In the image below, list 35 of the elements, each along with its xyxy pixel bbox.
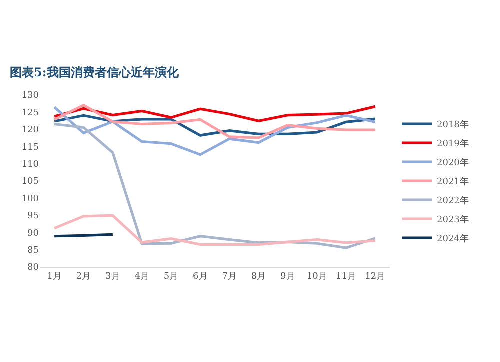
legend-label: 2020年 — [437, 158, 469, 169]
legend-label: 2021年 — [437, 176, 469, 188]
legend-label: 2023年 — [437, 214, 469, 226]
x-tick-label: 9月 — [280, 272, 296, 282]
y-tick-label: 90 — [28, 228, 40, 239]
line-series — [53, 104, 377, 140]
y-tick-label: 95 — [28, 212, 40, 222]
x-tick-label: 10月 — [306, 272, 328, 282]
x-tick-label: 5月 — [164, 272, 179, 282]
x-tick-label: 4月 — [134, 272, 150, 282]
y-tick-label: 100 — [22, 194, 40, 204]
y-tick-label: 85 — [28, 246, 40, 256]
x-tick-label: 1月 — [47, 272, 62, 282]
line-series — [53, 214, 377, 246]
x-tick-label: 12月 — [365, 272, 386, 282]
x-tick-label: 11月 — [336, 272, 356, 282]
y-tick-label: 110 — [22, 160, 40, 170]
x-tick-label: 3月 — [106, 272, 120, 282]
line-series — [53, 106, 377, 156]
legend-label: 2018年 — [437, 120, 469, 131]
y-tick-label: 105 — [22, 177, 40, 188]
x-tick-label: 7月 — [222, 272, 237, 282]
y-tick-label: 115 — [22, 142, 40, 153]
legend-label: 2022年 — [437, 196, 469, 207]
line-series — [53, 105, 377, 122]
x-tick-label: 2月 — [76, 272, 92, 282]
y-tick-label: 130 — [22, 91, 40, 102]
x-tick-label: 8月 — [251, 272, 266, 282]
legend-label: 2019年 — [437, 138, 469, 150]
x-tick-label: 6月 — [193, 272, 208, 282]
chart-title: 图表5:我国消费者信心近年演化 — [10, 66, 180, 80]
y-tick-label: 125 — [22, 108, 40, 118]
legend-label: 2024年 — [437, 234, 469, 245]
y-tick-label: 80 — [28, 263, 40, 274]
y-tick-label: 120 — [22, 126, 40, 136]
